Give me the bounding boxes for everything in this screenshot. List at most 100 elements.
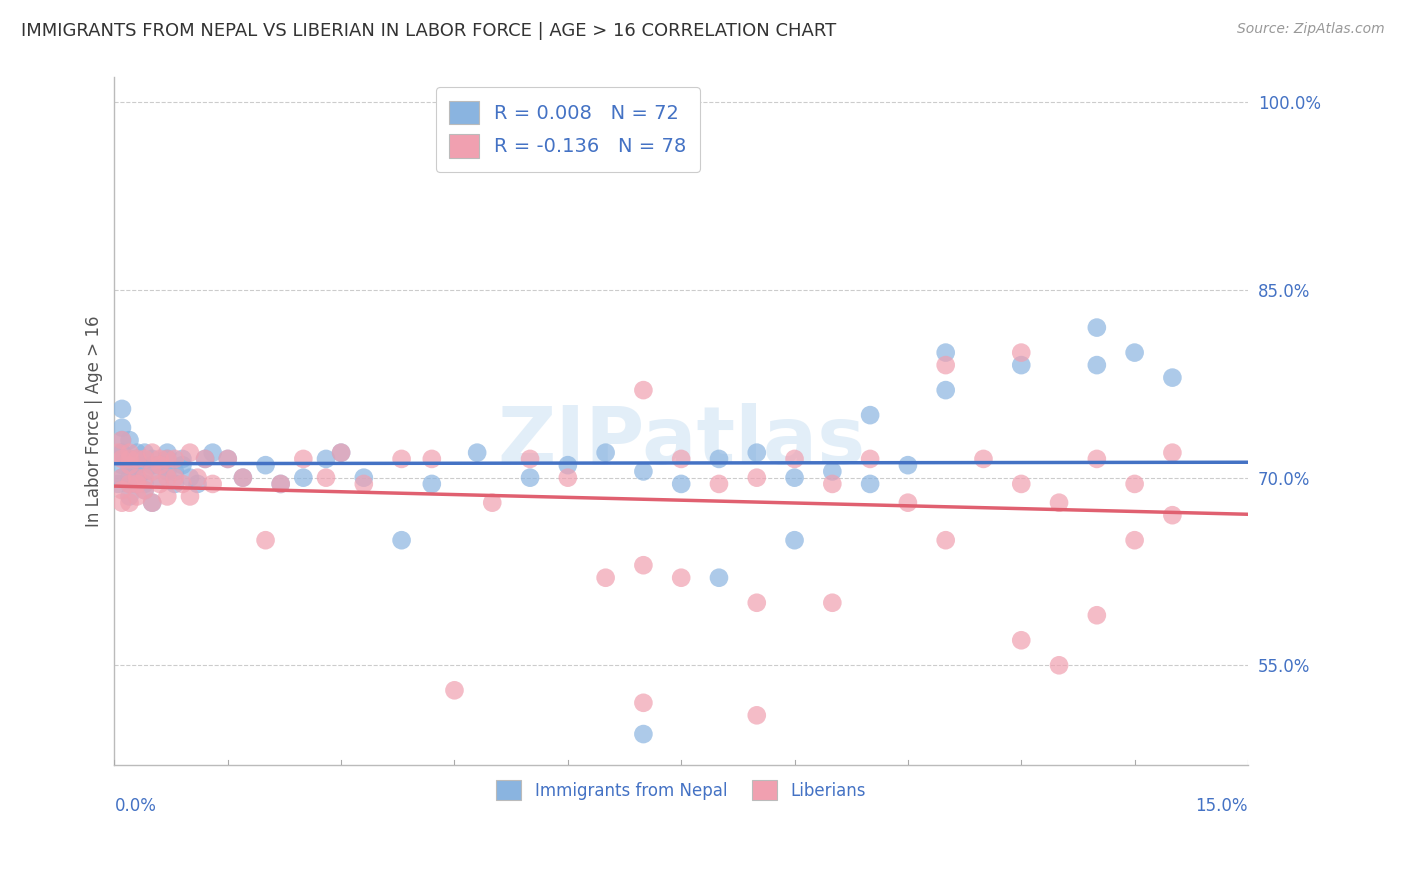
Point [141, 458, 163, 472]
Point [707, 571, 730, 585]
Point [1010, 345, 1032, 359]
Point [1123, 345, 1146, 359]
Y-axis label: In Labor Force | Age > 16: In Labor Force | Age > 16 [86, 316, 103, 527]
Point [134, 451, 156, 466]
Point [1161, 445, 1184, 459]
Point [134, 483, 156, 498]
Point [156, 451, 179, 466]
Point [1085, 451, 1108, 466]
Point [745, 471, 768, 485]
Point [330, 445, 353, 459]
Point [172, 477, 194, 491]
Point [118, 477, 141, 491]
Point [118, 451, 141, 466]
Text: 0.0%: 0.0% [114, 797, 156, 814]
Point [194, 451, 217, 466]
Legend: Immigrants from Nepal, Liberians: Immigrants from Nepal, Liberians [488, 772, 875, 809]
Point [141, 464, 163, 478]
Point [125, 471, 148, 485]
Point [134, 464, 156, 478]
Point [134, 483, 156, 498]
Point [217, 451, 239, 466]
Point [633, 727, 655, 741]
Point [179, 490, 201, 504]
Point [125, 458, 148, 472]
Point [156, 451, 179, 466]
Point [111, 458, 134, 472]
Point [972, 451, 994, 466]
Point [111, 496, 134, 510]
Point [141, 451, 163, 466]
Point [633, 464, 655, 478]
Point [111, 433, 134, 447]
Point [125, 490, 148, 504]
Point [118, 451, 141, 466]
Point [633, 558, 655, 573]
Point [201, 445, 224, 459]
Point [821, 477, 844, 491]
Point [156, 445, 179, 459]
Point [149, 458, 172, 472]
Point [111, 451, 134, 466]
Point [111, 483, 134, 498]
Point [633, 696, 655, 710]
Point [141, 496, 163, 510]
Point [633, 383, 655, 397]
Point [194, 451, 217, 466]
Point [156, 471, 179, 485]
Point [232, 471, 254, 485]
Point [465, 445, 488, 459]
Point [118, 471, 141, 485]
Point [1123, 533, 1146, 548]
Point [107, 445, 129, 459]
Point [134, 471, 156, 485]
Point [111, 445, 134, 459]
Point [217, 451, 239, 466]
Point [669, 571, 692, 585]
Point [821, 596, 844, 610]
Point [186, 477, 208, 491]
Point [481, 496, 503, 510]
Point [420, 451, 443, 466]
Point [163, 477, 186, 491]
Point [292, 471, 315, 485]
Point [557, 458, 579, 472]
Point [519, 471, 541, 485]
Point [163, 471, 186, 485]
Point [330, 445, 353, 459]
Point [156, 464, 179, 478]
Point [897, 458, 920, 472]
Point [519, 451, 541, 466]
Point [149, 458, 172, 472]
Point [859, 451, 882, 466]
Point [783, 451, 806, 466]
Point [1047, 658, 1070, 673]
Point [391, 533, 413, 548]
Point [163, 451, 186, 466]
Point [118, 445, 141, 459]
Point [125, 477, 148, 491]
Point [111, 433, 134, 447]
Text: 15.0%: 15.0% [1195, 797, 1249, 814]
Point [149, 477, 172, 491]
Point [935, 358, 957, 372]
Point [125, 451, 148, 466]
Point [1085, 358, 1108, 372]
Point [897, 496, 920, 510]
Point [270, 477, 292, 491]
Point [232, 471, 254, 485]
Point [353, 477, 375, 491]
Point [745, 596, 768, 610]
Point [391, 451, 413, 466]
Point [107, 477, 129, 491]
Point [149, 451, 172, 466]
Point [745, 708, 768, 723]
Text: IMMIGRANTS FROM NEPAL VS LIBERIAN IN LABOR FORCE | AGE > 16 CORRELATION CHART: IMMIGRANTS FROM NEPAL VS LIBERIAN IN LAB… [21, 22, 837, 40]
Point [134, 477, 156, 491]
Point [745, 445, 768, 459]
Point [118, 458, 141, 472]
Point [707, 477, 730, 491]
Point [141, 445, 163, 459]
Point [1010, 477, 1032, 491]
Point [1085, 320, 1108, 334]
